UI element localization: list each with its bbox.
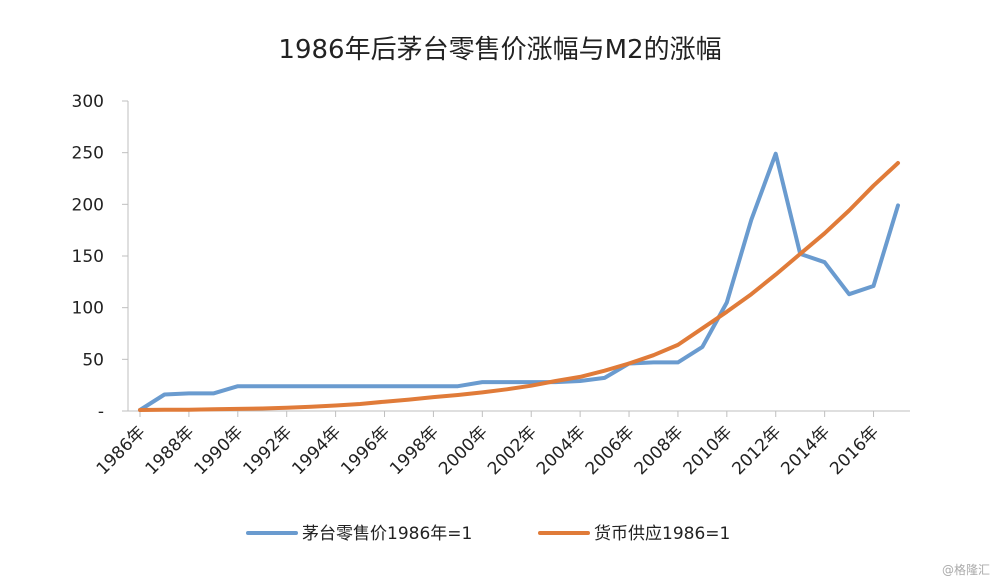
x-tick-label: 2000年 [435, 422, 492, 479]
x-tick-label: 2014年 [777, 422, 834, 479]
x-tick-label: 1992年 [239, 422, 296, 479]
y-tick-label: 200 [72, 195, 104, 215]
series-line-2 [138, 161, 900, 412]
legend: 茅台零售价1986年=1 货币供应1986=1 [246, 524, 730, 544]
x-tick-label: 1990年 [191, 422, 248, 479]
x-tick-label: 2002年 [484, 422, 541, 479]
x-tick-label: 1986年 [93, 422, 150, 479]
y-tick-label: 300 [72, 92, 104, 112]
y-axis-ticks: - 50 100 150 200 250 300 [72, 92, 128, 422]
x-tick-label: 2004年 [533, 422, 590, 479]
series-group [138, 151, 900, 412]
legend-label-1: 茅台零售价1986年=1 [302, 524, 472, 544]
x-tick-label: 1996年 [337, 422, 394, 479]
x-tick-label: 2016年 [826, 422, 883, 479]
x-tick-label: 2008年 [631, 422, 688, 479]
y-tick-label: 100 [72, 299, 104, 319]
series-line-1 [138, 151, 900, 412]
x-tick-label: 1988年 [142, 422, 199, 479]
x-tick-label: 2012年 [729, 422, 786, 479]
y-tick-label: 250 [72, 144, 104, 164]
y-tick-label: 150 [72, 247, 104, 267]
x-axis-ticks: 1986年1988年1990年1992年1994年1996年1998年2000年… [93, 411, 883, 479]
x-tick-label: 2010年 [680, 422, 737, 479]
x-tick-label: 1998年 [386, 422, 443, 479]
x-tick-label: 2006年 [582, 422, 639, 479]
x-tick-label: 1994年 [288, 422, 345, 479]
chart-title: 1986年后茅台零售价涨幅与M2的涨幅 [278, 35, 721, 65]
y-tick-label: - [98, 402, 104, 422]
y-tick-label: 50 [82, 350, 104, 370]
legend-label-2: 货币供应1986=1 [594, 524, 730, 544]
watermark-text: @格隆汇 [942, 562, 990, 577]
